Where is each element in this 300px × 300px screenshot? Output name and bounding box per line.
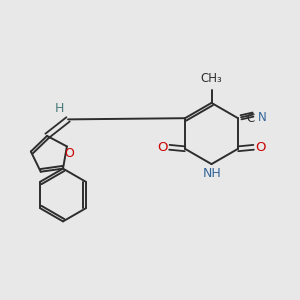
Text: NH: NH	[203, 167, 221, 180]
Text: O: O	[64, 146, 74, 160]
Text: H: H	[55, 102, 64, 116]
Text: C: C	[246, 112, 254, 125]
Text: O: O	[255, 141, 266, 154]
Text: N: N	[257, 111, 266, 124]
Text: O: O	[157, 141, 167, 154]
Text: CH₃: CH₃	[201, 72, 222, 85]
